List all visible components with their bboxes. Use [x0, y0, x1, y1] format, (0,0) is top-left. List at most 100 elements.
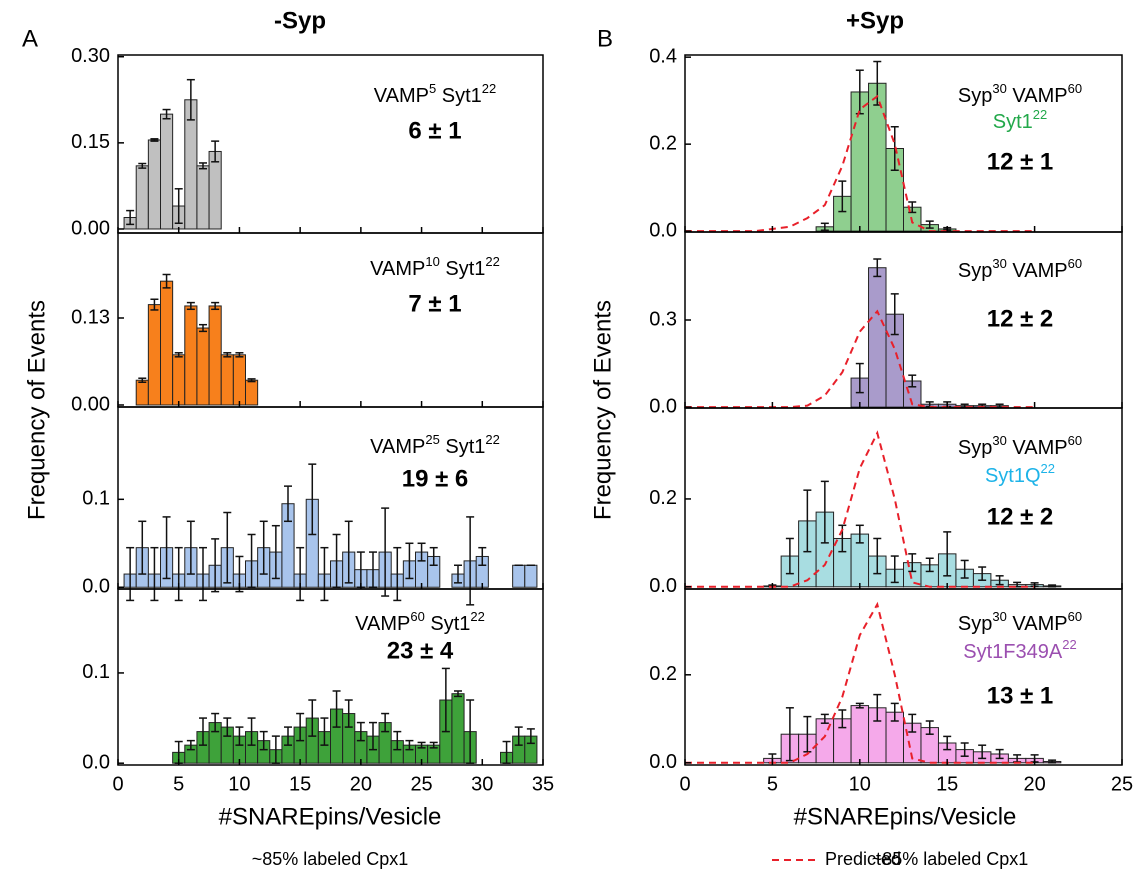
panel-title: +Syp: [846, 7, 904, 34]
y-tick-label: 0.0: [82, 576, 110, 598]
estimate: 12 ± 2: [987, 305, 1054, 332]
error-bar: [925, 220, 934, 229]
error-bar: [174, 352, 183, 358]
bar: [160, 280, 174, 406]
bar: [160, 113, 174, 230]
x-tick-label: 20: [350, 773, 372, 795]
error-bar: [873, 693, 882, 722]
y-tick-label: 0.13: [71, 306, 110, 328]
annotation: Syp30 VAMP60: [958, 256, 1082, 282]
error-bar: [908, 374, 917, 388]
bar: [512, 564, 526, 588]
y-tick-label: 0.0: [649, 395, 677, 417]
annotation-part: 22: [1062, 637, 1076, 652]
estimate: 13 ± 1: [987, 682, 1054, 709]
error-bar: [235, 352, 244, 358]
error-bar: [320, 546, 329, 602]
panel-letter: B: [597, 25, 613, 52]
x-tick-label: 15: [936, 773, 958, 795]
annotation-part: Syt1F349A: [963, 641, 1063, 663]
error-bar: [803, 489, 812, 553]
error-bar: [150, 298, 159, 311]
bar: [815, 718, 835, 764]
error-bar: [308, 463, 317, 536]
error-bar: [150, 546, 159, 602]
error-bar: [223, 511, 232, 584]
error-bar: [199, 323, 207, 333]
error-bar: [855, 702, 864, 709]
error-bar: [296, 546, 305, 602]
error-bar: [199, 717, 207, 746]
y-tick-label: 0.2: [649, 663, 677, 685]
error-bar: [150, 138, 159, 142]
error-bar: [138, 520, 147, 575]
error-bar: [454, 690, 462, 698]
annotation: Syp30 VAMP60: [958, 609, 1082, 635]
y-tick-label: 0.1: [82, 661, 110, 683]
annotation: Syt1Q22: [985, 461, 1055, 487]
error-bar: [820, 713, 829, 724]
annotation-part: Syp: [958, 613, 992, 635]
annotation-part: Syt1: [440, 436, 486, 458]
error-bar: [526, 728, 535, 745]
bar: [220, 354, 234, 406]
bar: [135, 379, 149, 406]
error-bar: [223, 352, 232, 358]
annotation-part: Syp: [958, 437, 992, 459]
note: ~85% labeled Cpx1: [872, 849, 1029, 869]
annotation-part: 22: [485, 432, 499, 447]
error-bar: [126, 546, 135, 602]
annotation-part: VAMP: [374, 85, 429, 107]
annotation-part: VAMP: [355, 613, 410, 635]
annotation-part: 25: [425, 432, 439, 447]
error-bar: [138, 162, 147, 169]
error-bar: [308, 699, 317, 737]
error-bar: [211, 301, 220, 311]
error-bar: [126, 209, 135, 226]
error-bar: [393, 546, 402, 602]
error-bar: [259, 520, 268, 575]
x-tick-label: 35: [532, 773, 554, 795]
x-axis-label: #SNAREpins/Vesicle: [219, 803, 442, 830]
panel-title: -Syp: [274, 7, 326, 34]
annotation: Syt1F349A22: [963, 637, 1076, 663]
error-bar: [235, 726, 244, 746]
annotation-part: 22: [482, 81, 496, 96]
error-bar: [514, 726, 523, 746]
estimate: 6 ± 1: [408, 117, 461, 144]
error-bar: [978, 566, 987, 581]
error-bar: [454, 564, 462, 584]
y-tick-label: 0.00: [71, 393, 110, 415]
annotation: VAMP10 Syt122: [370, 254, 500, 280]
error-bar: [138, 377, 147, 383]
error-bar: [393, 730, 402, 751]
error-bar: [429, 546, 438, 567]
error-bar: [186, 739, 195, 751]
error-bar: [247, 378, 256, 383]
error-bar: [502, 740, 511, 764]
error-bar: [332, 690, 341, 728]
annotation-part: 10: [425, 254, 439, 269]
error-bar: [838, 709, 847, 729]
error-bar: [223, 717, 232, 737]
annotation-part: 22: [1033, 107, 1047, 122]
bar: [196, 165, 210, 230]
error-bar: [332, 533, 341, 588]
x-tick-label: 0: [679, 773, 690, 795]
error-bar: [344, 699, 353, 728]
error-bar: [211, 140, 220, 163]
error-bar: [417, 741, 426, 749]
annotation-part: Syp: [958, 85, 992, 107]
error-bar: [186, 520, 195, 575]
bar: [135, 165, 149, 230]
error-bar: [247, 533, 256, 588]
error-bar: [211, 712, 220, 733]
error-bar: [369, 721, 377, 751]
annotation-part: VAMP: [370, 436, 425, 458]
x-tick-label: 25: [410, 773, 432, 795]
error-bar: [873, 258, 882, 278]
error-bar: [855, 524, 864, 544]
error-bar: [199, 546, 207, 602]
error-bar: [890, 702, 899, 722]
